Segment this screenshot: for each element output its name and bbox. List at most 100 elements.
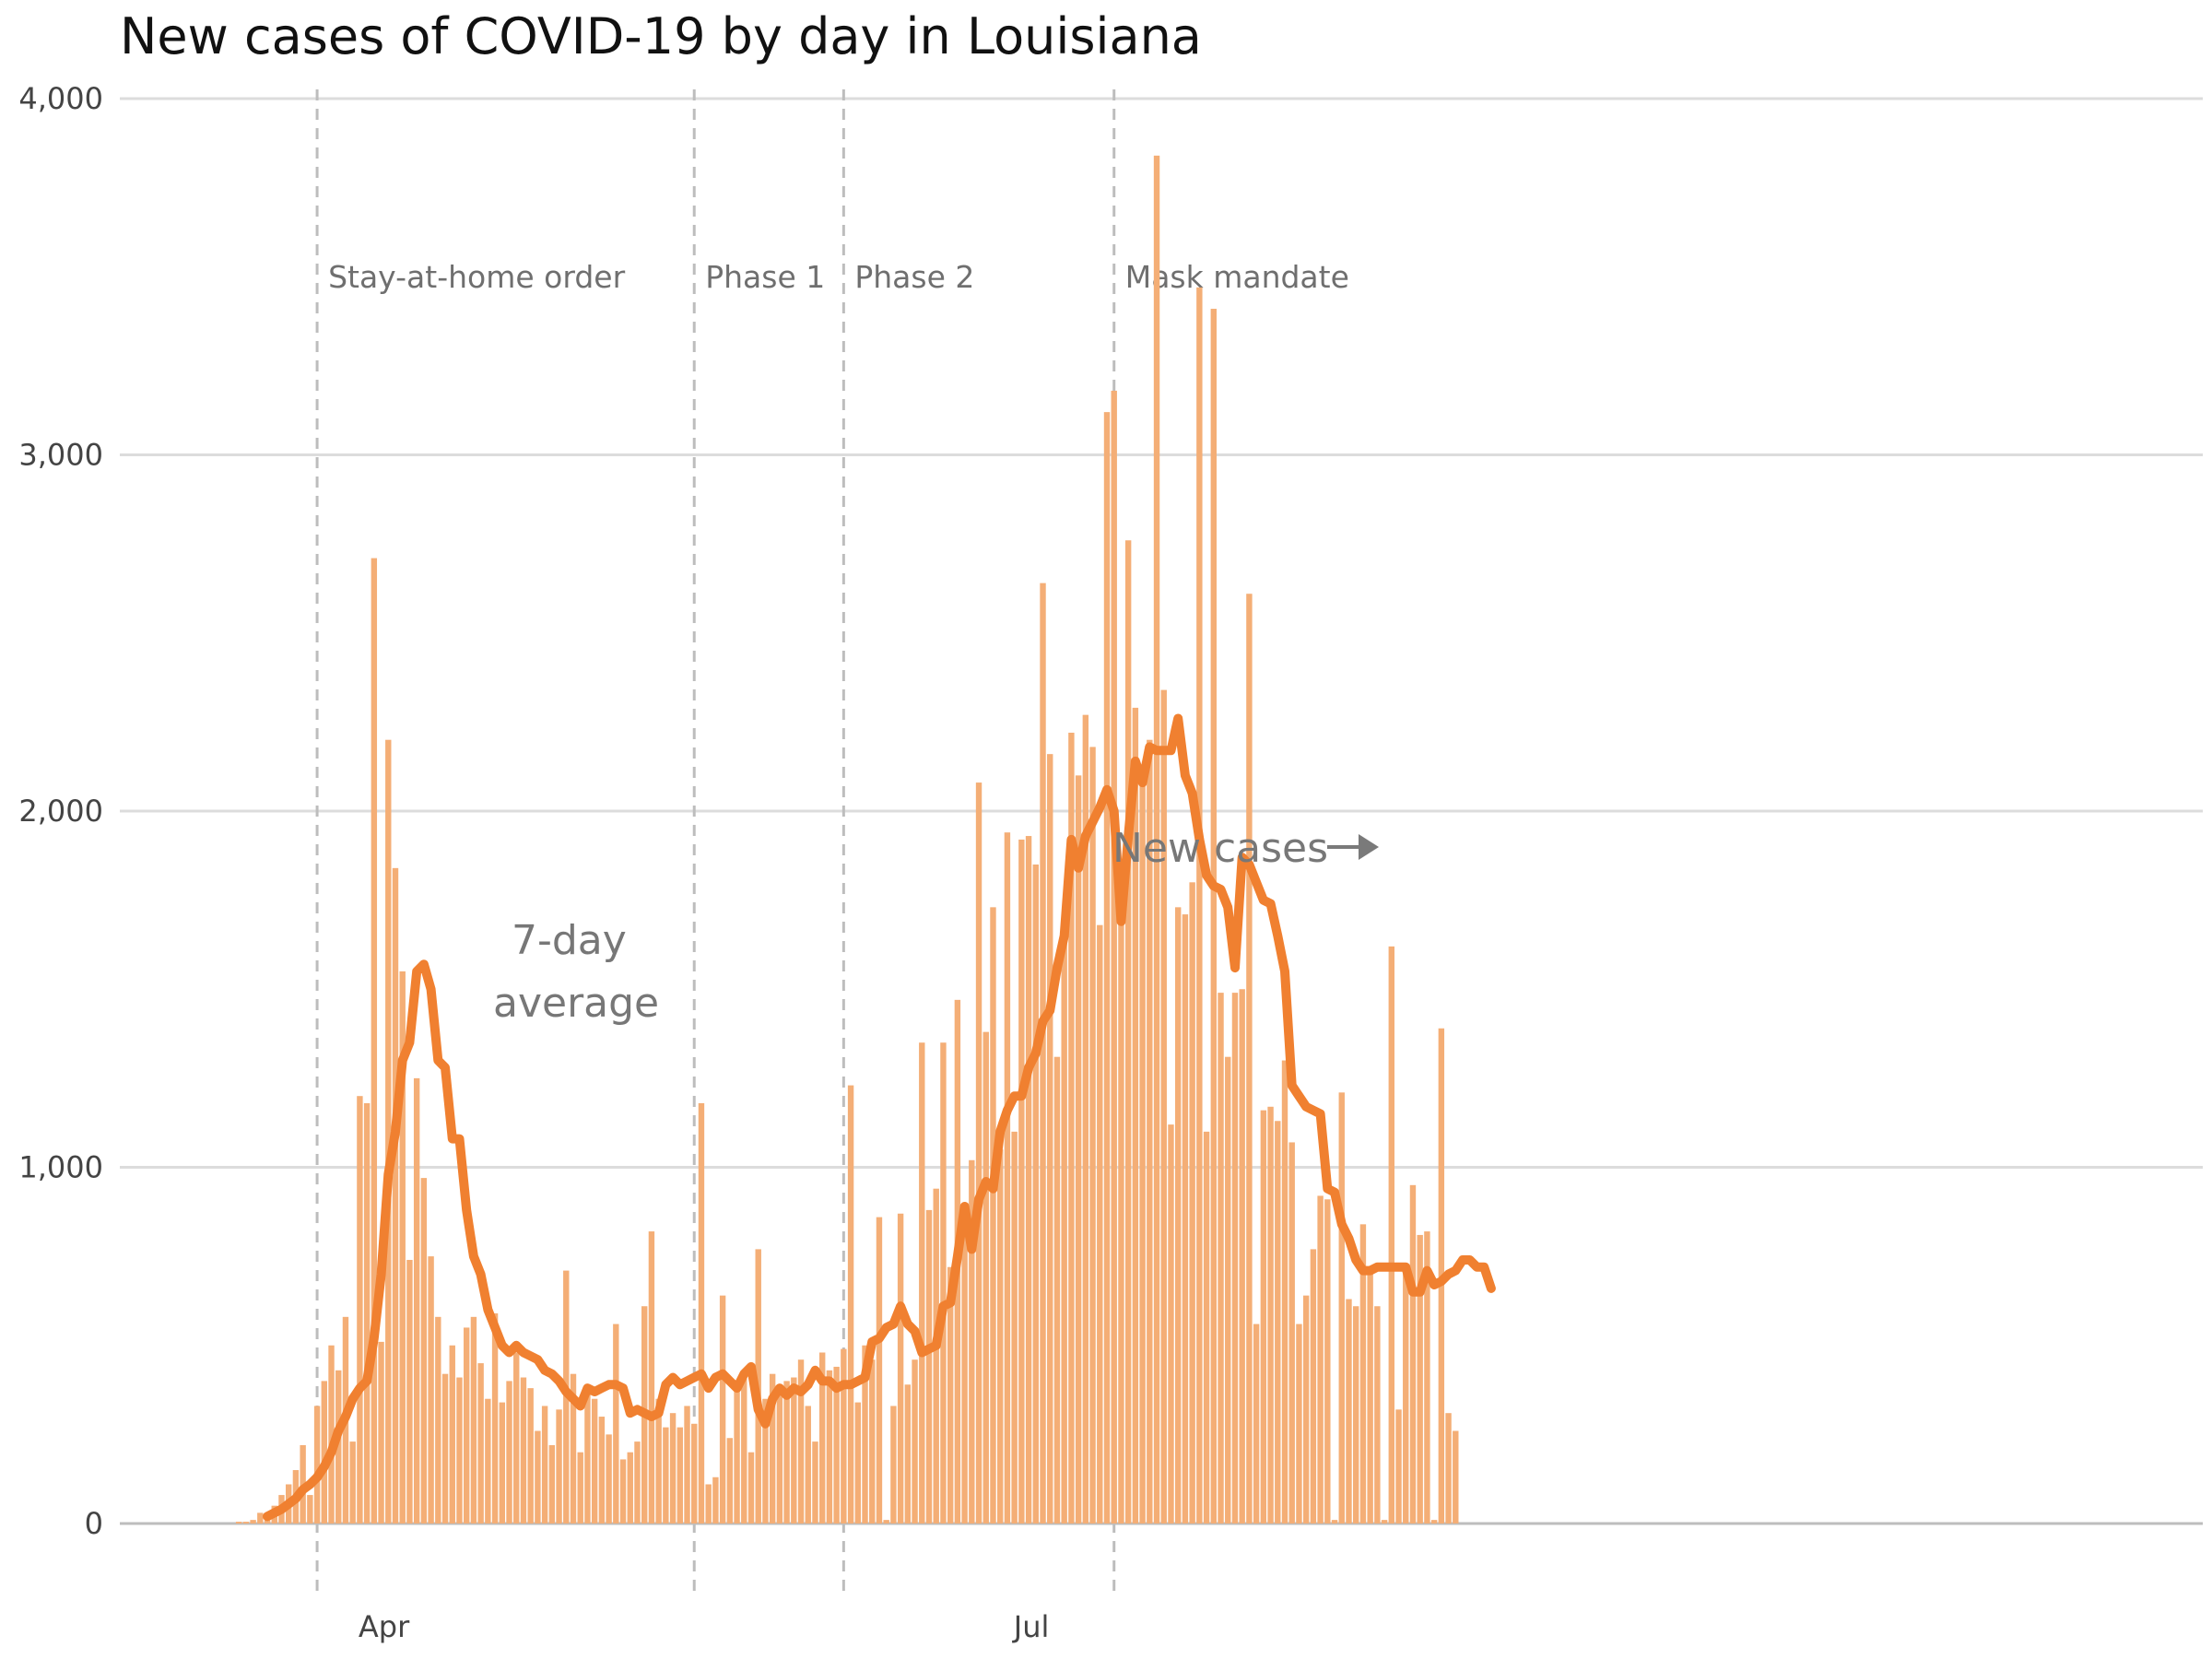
bar [1082,714,1089,1524]
bar [1445,1413,1452,1524]
bar [925,1209,933,1524]
bar [762,1398,769,1524]
bar [328,1345,335,1524]
bar [691,1423,698,1524]
bar [357,1096,363,1524]
bar [1359,1224,1367,1524]
bar [805,1406,811,1524]
bar [1189,882,1195,1524]
x-tick-label: Jul [1012,1609,1050,1644]
bar [862,1345,868,1524]
bar [506,1381,512,1524]
bar [1118,917,1124,1524]
series-line-7-day-average [263,713,1496,1522]
bar [1061,917,1067,1524]
x-tick-label: Apr [359,1609,410,1644]
bar [413,1077,420,1524]
bar [1182,914,1189,1524]
bar [841,1348,847,1524]
bar [791,1377,797,1524]
bar [1097,924,1103,1524]
bar [1139,779,1146,1524]
bar [669,1413,677,1524]
bar [1367,1270,1373,1524]
annotation-arrow-head [1359,834,1379,860]
bar [1175,907,1182,1524]
bar [335,1370,342,1524]
bar [556,1409,562,1524]
y-tick-label: 0 [85,1506,103,1541]
bar [890,1406,897,1524]
bar [769,1373,776,1524]
bar [975,782,982,1524]
bar [712,1477,719,1524]
bar [969,1159,975,1524]
bar [242,1522,250,1524]
bar [385,739,392,1524]
bar [1210,309,1217,1524]
bar [698,1102,705,1524]
bar [897,1213,904,1524]
annotation-average: average [493,980,659,1027]
bar [392,867,399,1524]
bar [1296,1324,1302,1524]
bar [833,1366,840,1524]
bar [1453,1430,1459,1524]
bar [648,1231,655,1524]
chart-title: New cases of COVID-19 by day in Louisian… [120,7,1202,65]
event-label: Mask mandate [1125,259,1349,295]
bar [783,1381,790,1524]
bar [797,1359,805,1524]
bar [548,1444,556,1524]
bar [1424,1231,1430,1524]
bar [399,971,406,1524]
bar [1040,582,1046,1524]
bar [406,1259,413,1524]
bar [1253,1324,1260,1524]
bar [619,1459,627,1524]
bar [606,1434,612,1524]
bar [997,1149,1004,1524]
bar [1346,1299,1352,1524]
bar [1267,1106,1274,1524]
bar [470,1316,477,1524]
y-tick-label: 3,000 [18,438,103,473]
bar [1147,739,1153,1524]
bar [904,1384,912,1524]
bar [1353,1306,1359,1524]
bar [1239,989,1245,1524]
bar [313,1406,321,1524]
bar [726,1438,734,1524]
bar [741,1373,747,1524]
bar [663,1427,669,1524]
bar [541,1406,548,1524]
bar [1103,412,1111,1524]
bar [1338,1092,1345,1524]
bar [947,1266,954,1524]
bar [684,1406,690,1524]
bar [520,1377,527,1524]
bar [349,1441,356,1524]
bar [826,1370,833,1524]
bar [1403,1270,1409,1524]
bar [1310,1249,1317,1524]
bar [1053,1056,1061,1524]
bar [591,1398,598,1524]
bar [933,1188,939,1524]
bar [235,1522,242,1524]
bar [634,1441,641,1524]
bar [420,1178,428,1524]
bar [747,1452,755,1524]
bar [1218,993,1224,1524]
bar [1417,1234,1423,1524]
bar [990,907,996,1524]
bar [1089,747,1096,1524]
bar [321,1381,327,1524]
bar [677,1427,683,1524]
event-label: Phase 2 [854,259,974,295]
bar [1047,754,1053,1524]
bar [535,1430,541,1524]
bar [1203,1131,1210,1524]
